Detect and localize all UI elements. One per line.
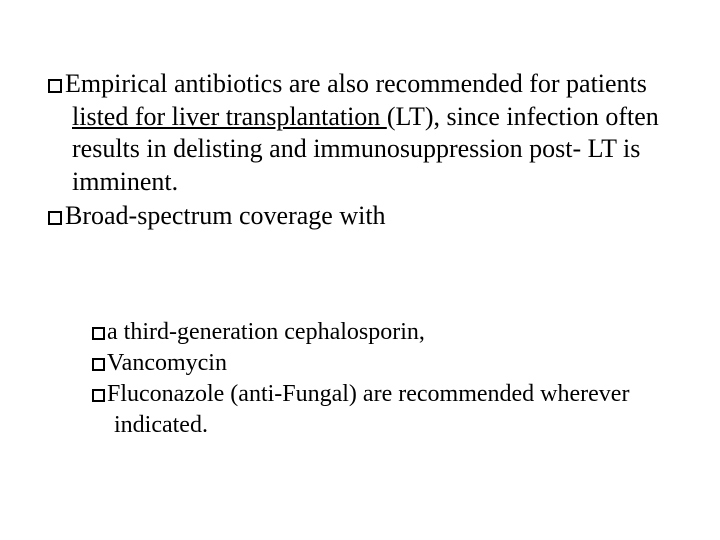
outer-bullet-list: Empirical antibiotics are also recommend… <box>48 68 672 233</box>
outer-item-text-pre: Empirical antibiotics are also recommend… <box>65 69 647 98</box>
outer-list-item: Broad-spectrum coverage with <box>48 200 672 233</box>
square-bullet-icon <box>92 389 105 402</box>
inner-item-text: Fluconazole (anti-Fungal) are recommende… <box>107 381 629 438</box>
outer-item-text-underlined: listed for liver transplantation <box>72 102 387 131</box>
square-bullet-icon <box>92 358 105 371</box>
outer-list-item: Empirical antibiotics are also recommend… <box>48 68 672 198</box>
inner-list-item: a third-generation cephalosporin, <box>92 317 672 348</box>
inner-item-text: Vancomycin <box>107 350 227 376</box>
inner-list-item: Vancomycin <box>92 348 672 379</box>
inner-item-text: a third-generation cephalosporin, <box>107 319 425 345</box>
square-bullet-icon <box>48 211 62 225</box>
square-bullet-icon <box>48 79 62 93</box>
outer-item-text-pre: Broad-spectrum coverage with <box>65 201 386 230</box>
inner-list-item: Fluconazole (anti-Fungal) are recommende… <box>92 379 672 441</box>
square-bullet-icon <box>92 327 105 340</box>
inner-bullet-list: a third-generation cephalosporin, Vancom… <box>92 317 672 442</box>
